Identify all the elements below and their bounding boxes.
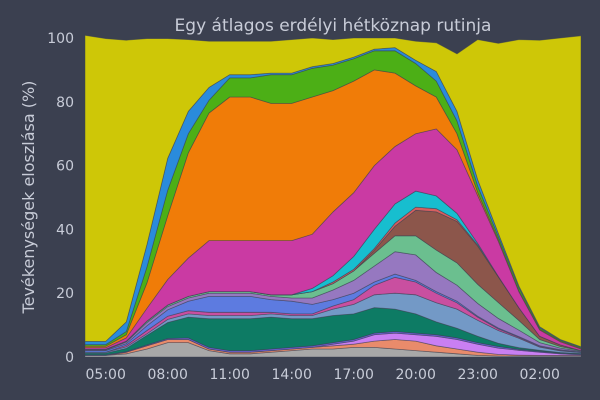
y-tick-label: 40 [56, 222, 74, 238]
x-tick-label: 14:00 [272, 367, 312, 383]
y-tick-label: 60 [56, 159, 74, 175]
area-series-18 [84, 34, 582, 348]
y-tick-label: 100 [47, 31, 74, 47]
x-tick-label: 05:00 [86, 367, 126, 383]
plot-area [84, 34, 582, 358]
x-tick-label: 17:00 [334, 367, 374, 383]
chart-title: Egy átlagos erdélyi hétköznap rutinja [175, 16, 492, 36]
x-tick-label: 02:00 [520, 367, 560, 383]
x-tick-label: 08:00 [148, 367, 188, 383]
x-tick-label: 23:00 [458, 367, 498, 383]
y-axis: 0 20 40 60 80 100 [47, 31, 74, 366]
y-tick-label: 20 [56, 286, 74, 302]
x-tick-label: 20:00 [396, 367, 436, 383]
x-tick-label: 11:00 [210, 367, 250, 383]
y-axis-label: Tevékenységek eloszlása (%) [19, 81, 38, 315]
y-tick-label: 80 [56, 95, 74, 111]
y-tick-label: 0 [65, 350, 74, 366]
x-axis: 05:00 08:00 11:00 14:00 17:00 20:00 23:00 02:00 [86, 367, 560, 383]
